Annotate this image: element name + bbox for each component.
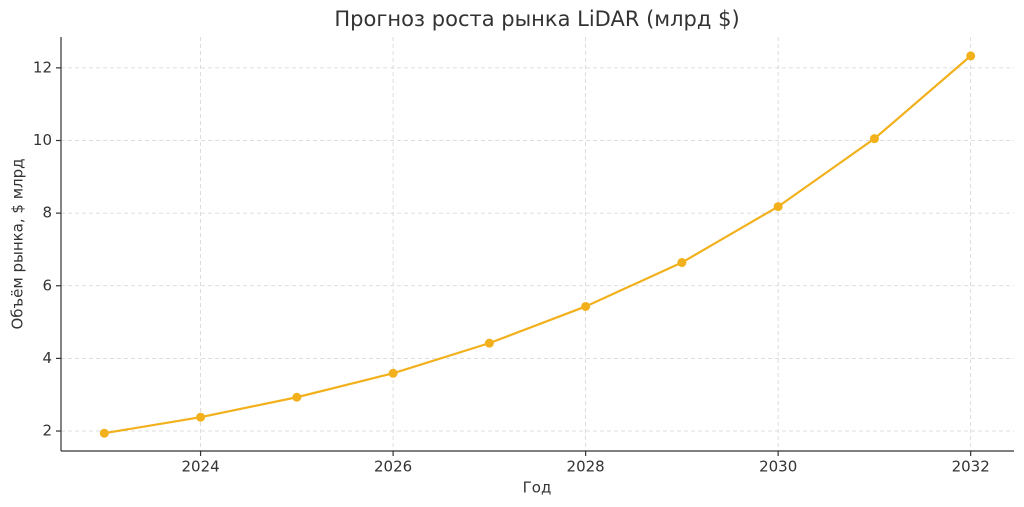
chart-title: Прогноз роста рынка LiDAR (млрд $) [334, 7, 739, 31]
y-tick-label: 2 [42, 422, 52, 440]
line [104, 55, 972, 435]
x-axis-label: Год [523, 479, 552, 497]
point [773, 202, 783, 212]
y-tick-label: 4 [42, 349, 52, 367]
point [99, 428, 109, 438]
point [196, 412, 206, 422]
point [581, 301, 591, 311]
x-tick-label: 2024 [181, 458, 219, 476]
x-tick-label: 2032 [952, 458, 990, 476]
x-tick-label: 2030 [759, 458, 797, 476]
y-tick-label: 6 [42, 276, 52, 294]
point [388, 368, 398, 378]
x-tick-label: 2026 [374, 458, 412, 476]
point [869, 134, 879, 144]
y-tick-label: 10 [33, 131, 52, 149]
x-tick-label: 2028 [567, 458, 605, 476]
y-tick-label: 8 [42, 204, 52, 222]
point [484, 338, 494, 348]
y-tick-label: 12 [33, 58, 52, 76]
y-axis-label: Объём рынка, $ млрд [9, 158, 27, 329]
point [677, 258, 687, 268]
point [292, 392, 302, 402]
point [966, 51, 976, 61]
